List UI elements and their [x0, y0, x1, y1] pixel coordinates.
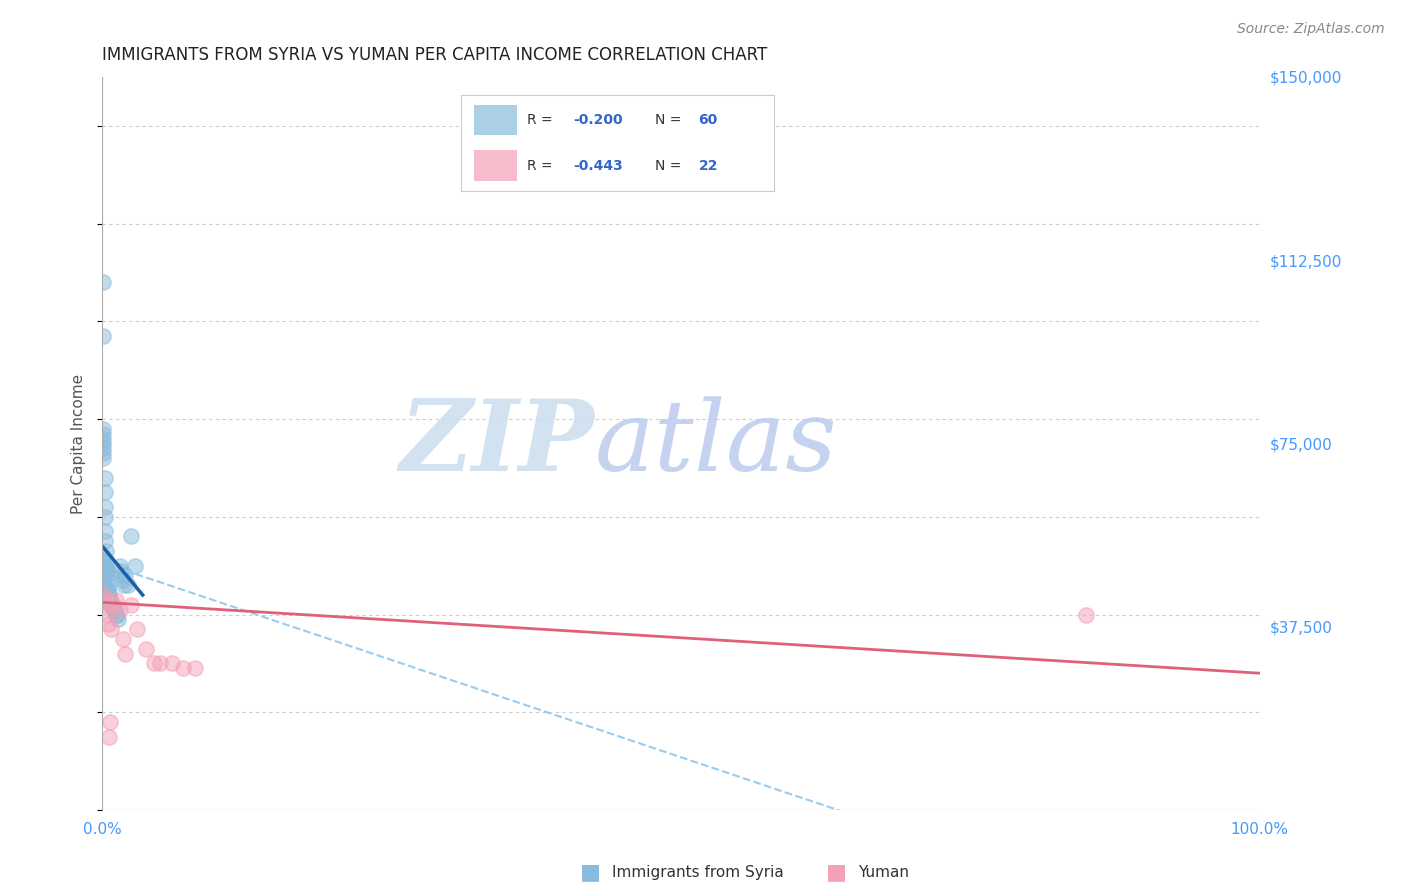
Text: ■: ■	[827, 863, 846, 882]
Text: ZIP: ZIP	[399, 395, 595, 491]
Point	[96, 607, 118, 622]
Point	[112, 578, 135, 592]
Point	[110, 564, 132, 578]
Point	[93, 436, 115, 450]
Point	[93, 432, 115, 446]
Point	[107, 612, 129, 626]
Point	[143, 657, 166, 671]
Point	[93, 593, 115, 607]
Point	[96, 574, 118, 588]
Y-axis label: Per Capita Income: Per Capita Income	[72, 374, 86, 514]
Point	[96, 568, 118, 582]
Point	[93, 451, 115, 466]
Point	[114, 647, 136, 661]
Point	[98, 593, 121, 607]
Point	[124, 558, 146, 573]
Point	[94, 558, 117, 573]
Point	[93, 549, 115, 563]
Point	[93, 500, 115, 514]
Point	[97, 617, 120, 632]
Point	[100, 622, 122, 636]
Point	[93, 422, 115, 436]
Point	[108, 558, 131, 573]
Point	[117, 578, 139, 592]
Point	[160, 657, 183, 671]
Point	[93, 593, 115, 607]
Point	[93, 578, 115, 592]
Point	[98, 715, 121, 730]
Point	[93, 588, 115, 602]
Point	[98, 593, 121, 607]
Point	[94, 598, 117, 612]
Point	[98, 730, 121, 744]
Point	[93, 329, 115, 343]
Point	[1074, 607, 1097, 622]
Point	[93, 568, 115, 582]
Point	[103, 598, 125, 612]
Point	[93, 524, 115, 539]
Point	[97, 578, 120, 592]
Point	[93, 554, 115, 568]
Point	[93, 534, 115, 549]
Point	[108, 602, 131, 616]
Text: Source: ZipAtlas.com: Source: ZipAtlas.com	[1237, 22, 1385, 37]
Point	[120, 529, 142, 543]
Text: IMMIGRANTS FROM SYRIA VS YUMAN PER CAPITA INCOME CORRELATION CHART: IMMIGRANTS FROM SYRIA VS YUMAN PER CAPIT…	[103, 46, 768, 64]
Point	[93, 509, 115, 524]
Text: Immigrants from Syria: Immigrants from Syria	[612, 865, 783, 880]
Text: ■: ■	[581, 863, 600, 882]
Point	[93, 426, 115, 441]
Point	[105, 607, 128, 622]
Point	[93, 485, 115, 500]
Point	[93, 588, 115, 602]
Point	[149, 657, 172, 671]
Point	[97, 583, 120, 598]
Point	[184, 661, 207, 675]
Point	[112, 632, 135, 646]
Point	[114, 568, 136, 582]
Point	[94, 544, 117, 558]
Text: atlas: atlas	[595, 396, 837, 491]
Point	[111, 568, 134, 582]
Point	[93, 558, 115, 573]
Point	[93, 588, 115, 602]
Point	[103, 602, 125, 616]
Point	[98, 588, 121, 602]
Point	[172, 661, 194, 675]
Point	[93, 583, 115, 598]
Point	[93, 442, 115, 456]
Point	[100, 598, 122, 612]
Point	[112, 574, 135, 588]
Point	[104, 602, 127, 616]
Point	[135, 641, 157, 656]
Point	[94, 564, 117, 578]
Point	[93, 574, 115, 588]
Point	[100, 598, 122, 612]
Point	[93, 568, 115, 582]
Point	[97, 583, 120, 598]
Point	[105, 593, 128, 607]
Point	[93, 558, 115, 573]
Point	[125, 622, 148, 636]
Point	[93, 574, 115, 588]
Point	[94, 554, 117, 568]
Point	[101, 602, 124, 616]
Text: Yuman: Yuman	[858, 865, 908, 880]
Point	[96, 564, 118, 578]
Point	[120, 598, 142, 612]
Point	[93, 275, 115, 289]
Point	[93, 564, 115, 578]
Point	[93, 446, 115, 460]
Point	[105, 607, 128, 622]
Point	[98, 588, 121, 602]
Point	[93, 471, 115, 485]
